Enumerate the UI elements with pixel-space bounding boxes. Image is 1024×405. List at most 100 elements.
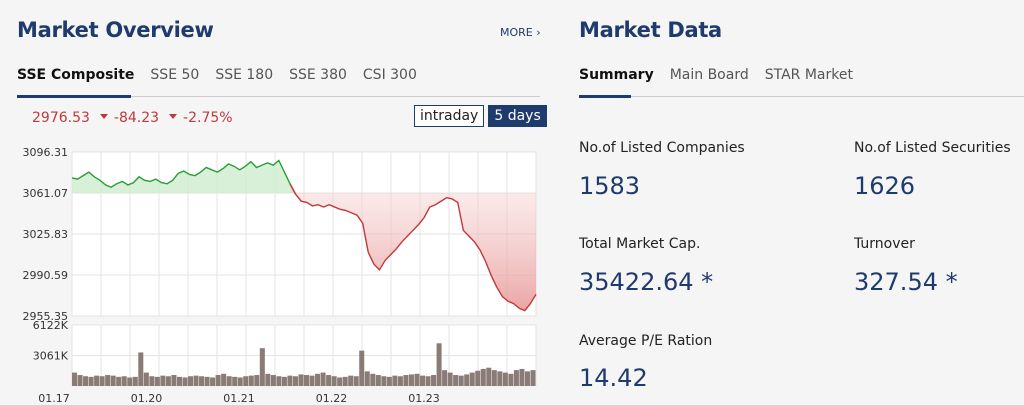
volume-bar <box>165 376 171 386</box>
more-label: MORE <box>500 26 533 39</box>
market-cap-value: 35422.64 * <box>579 268 714 296</box>
index-quote: 2976.53 -84.23 -2.75% <box>32 110 233 126</box>
index-tabs: SSE Composite SSE 50 SSE 180 SSE 380 CSI… <box>17 67 433 83</box>
volume-bar <box>381 376 387 386</box>
volume-bar <box>160 375 166 386</box>
tab-divider <box>579 96 1024 97</box>
volume-bar <box>331 376 337 386</box>
tab-sse-50[interactable]: SSE 50 <box>150 67 200 83</box>
five-days-button[interactable]: 5 days <box>488 105 547 127</box>
volume-ytick-label: 6122K <box>33 319 69 332</box>
volume-bar <box>132 376 138 386</box>
active-tab-indicator <box>579 95 631 98</box>
x-tick-label: 01.17 <box>38 392 70 405</box>
volume-bar <box>121 376 127 386</box>
tab-divider <box>17 96 540 97</box>
listed-securities-value: 1626 <box>854 172 916 200</box>
volume-bar <box>281 376 287 386</box>
volume-bar <box>210 377 216 386</box>
x-tick-label: 01.20 <box>131 392 163 405</box>
listed-companies-label: No.of Listed Companies <box>579 140 745 156</box>
volume-bar <box>408 374 414 386</box>
price-line-up <box>71 159 297 195</box>
down-arrow-icon <box>169 113 178 119</box>
tab-sse-180[interactable]: SSE 180 <box>215 67 274 83</box>
market-data-title: Market Data <box>579 18 722 42</box>
volume-bar <box>392 375 398 386</box>
volume-bar <box>320 372 326 386</box>
chevron-right-icon: › <box>532 26 541 39</box>
volume-bar <box>171 375 177 386</box>
quote-pct: -2.75% <box>183 110 233 126</box>
market-overview-panel: Market Overview MORE › SSE Composite SSE… <box>17 18 547 405</box>
price-ytick-label: 3096.31 <box>23 146 69 159</box>
volume-bar <box>475 370 481 386</box>
volume-bar <box>519 368 525 386</box>
tab-sse-380[interactable]: SSE 380 <box>289 67 347 83</box>
volume-bar <box>342 376 348 386</box>
market-data-panel: Market Data Summary Main Board STAR Mark… <box>560 0 1024 405</box>
volume-bar <box>497 371 503 386</box>
volume-bar <box>143 372 149 386</box>
volume-bar <box>221 373 227 386</box>
volume-bar <box>127 377 133 386</box>
range-toggle: intraday 5 days <box>414 105 547 127</box>
volume-bar <box>447 372 453 386</box>
market-overview-title: Market Overview <box>17 18 214 42</box>
more-link[interactable]: MORE › <box>500 26 541 39</box>
volume-bar <box>215 375 221 386</box>
turnover-value: 327.54 * <box>854 268 958 296</box>
volume-bar <box>309 375 315 386</box>
volume-bar <box>265 373 271 386</box>
volume-bar <box>254 375 260 386</box>
volume-bar <box>364 371 370 386</box>
volume-bar <box>458 375 464 386</box>
volume-bar <box>204 376 210 386</box>
quote-price: 2976.53 <box>32 110 90 126</box>
listed-securities-label: No.of Listed Securities <box>854 140 1011 156</box>
volume-bar <box>414 373 420 386</box>
listed-companies-value: 1583 <box>579 172 641 200</box>
x-tick-label: 01.21 <box>223 392 255 405</box>
price-ytick-label: 2955.35 <box>23 310 69 323</box>
price-ytick-label: 3061.07 <box>23 187 69 200</box>
volume-bar <box>442 370 448 386</box>
volume-bar <box>298 374 304 386</box>
tab-summary[interactable]: Summary <box>579 67 654 83</box>
volume-bar <box>491 370 497 386</box>
price-ytick-label: 2990.59 <box>23 269 69 282</box>
down-arrow-icon <box>99 113 108 119</box>
volume-bar <box>425 376 431 386</box>
x-tick-label: 01.23 <box>408 392 440 405</box>
volume-bar <box>105 375 111 386</box>
price-ytick-label: 3025.83 <box>23 228 69 241</box>
volume-bar <box>226 376 232 386</box>
volume-bar <box>353 376 359 386</box>
active-tab-indicator <box>17 95 131 98</box>
intraday-button[interactable]: intraday <box>414 105 485 127</box>
volume-bar <box>188 376 194 386</box>
volume-bar <box>502 372 508 386</box>
tab-sse-composite[interactable]: SSE Composite <box>17 67 135 83</box>
volume-bar <box>403 375 409 386</box>
volume-bar <box>99 376 105 386</box>
pe-ratio-value: 14.42 <box>579 364 648 392</box>
volume-bar <box>508 373 514 386</box>
volume-bar <box>248 375 254 386</box>
volume-bar <box>110 375 116 386</box>
volume-bar <box>232 376 238 386</box>
price-line-down <box>289 183 537 312</box>
tab-csi-300[interactable]: CSI 300 <box>362 67 417 83</box>
market-cap-label: Total Market Cap. <box>579 236 701 252</box>
volume-bar <box>176 376 182 386</box>
volume-bar <box>359 350 365 386</box>
volume-bar <box>513 370 519 386</box>
volume-bar <box>88 376 94 386</box>
tab-star-market[interactable]: STAR Market <box>764 67 853 83</box>
volume-bar <box>182 377 188 386</box>
tab-main-board[interactable]: Main Board <box>669 67 749 83</box>
volume-bar <box>304 375 310 386</box>
volume-bar <box>348 375 354 386</box>
volume-bar <box>83 376 89 386</box>
volume-bar <box>243 376 249 386</box>
